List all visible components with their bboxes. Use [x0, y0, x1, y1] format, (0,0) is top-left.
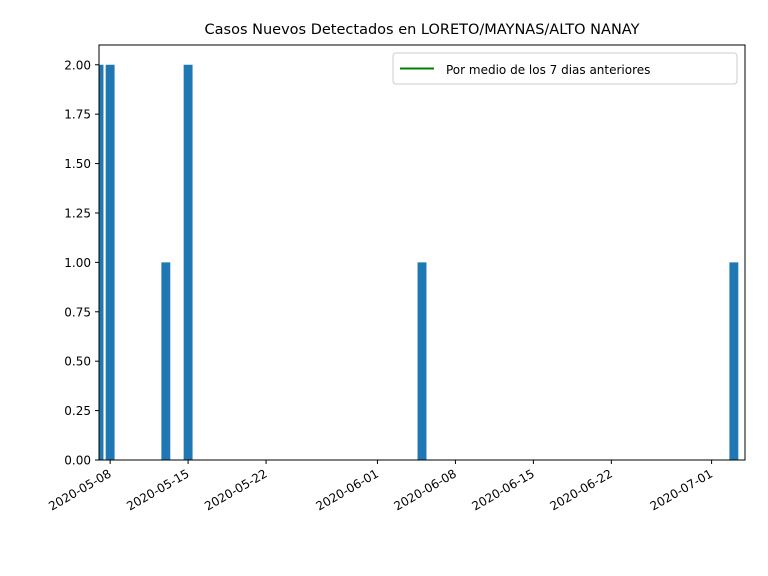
- y-tick-label: 0.75: [64, 305, 91, 319]
- y-tick-label: 0.50: [64, 355, 91, 369]
- bars-group: [99, 64, 739, 460]
- y-tick-label: 0.00: [64, 454, 91, 468]
- x-tick-label: 2020-05-15: [124, 466, 191, 513]
- bar-2020-06-05: [417, 262, 427, 460]
- bar-2020-05-15: [183, 64, 193, 460]
- plot-frame: [98, 44, 746, 461]
- x-tick-label: 2020-05-08: [46, 466, 113, 513]
- legend-box: [392, 52, 738, 85]
- bar-2020-05-13: [161, 262, 171, 460]
- bar-2020-05-08: [105, 64, 115, 460]
- x-tick-label: 2020-05-22: [202, 466, 269, 513]
- y-tick-label: 1.50: [64, 157, 91, 171]
- y-tick-label: 0.25: [64, 404, 91, 418]
- legend: Por medio de los 7 dias anteriores: [392, 52, 738, 85]
- x-axis: 2020-05-08 2020-05-15 2020-05-22 2020-06-01…: [46, 460, 715, 513]
- x-tick-label: 2020-06-01: [314, 466, 381, 513]
- legend-label: Por medio de los 7 dias anteriores: [446, 63, 650, 77]
- y-tick-label: 1.00: [64, 256, 91, 270]
- x-tick-label: 2020-06-08: [392, 466, 459, 513]
- chart-title: Casos Nuevos Detectados en LORETO/MAYNAS…: [205, 22, 640, 38]
- y-axis: 0.00 0.25 0.50 0.75 1.00 1.25 1.50 1.75 2.00: [64, 58, 99, 468]
- x-tick-label: 2020-06-22: [547, 466, 614, 513]
- x-tick-label: 2020-07-01: [648, 466, 715, 513]
- bar-2020-07-03: [729, 262, 739, 460]
- y-tick-label: 1.25: [64, 206, 91, 220]
- y-tick-label: 2.00: [64, 58, 91, 72]
- x-tick-label: 2020-06-15: [469, 466, 536, 513]
- y-tick-label: 1.75: [64, 108, 91, 122]
- bar-2020-05-07: [99, 64, 104, 460]
